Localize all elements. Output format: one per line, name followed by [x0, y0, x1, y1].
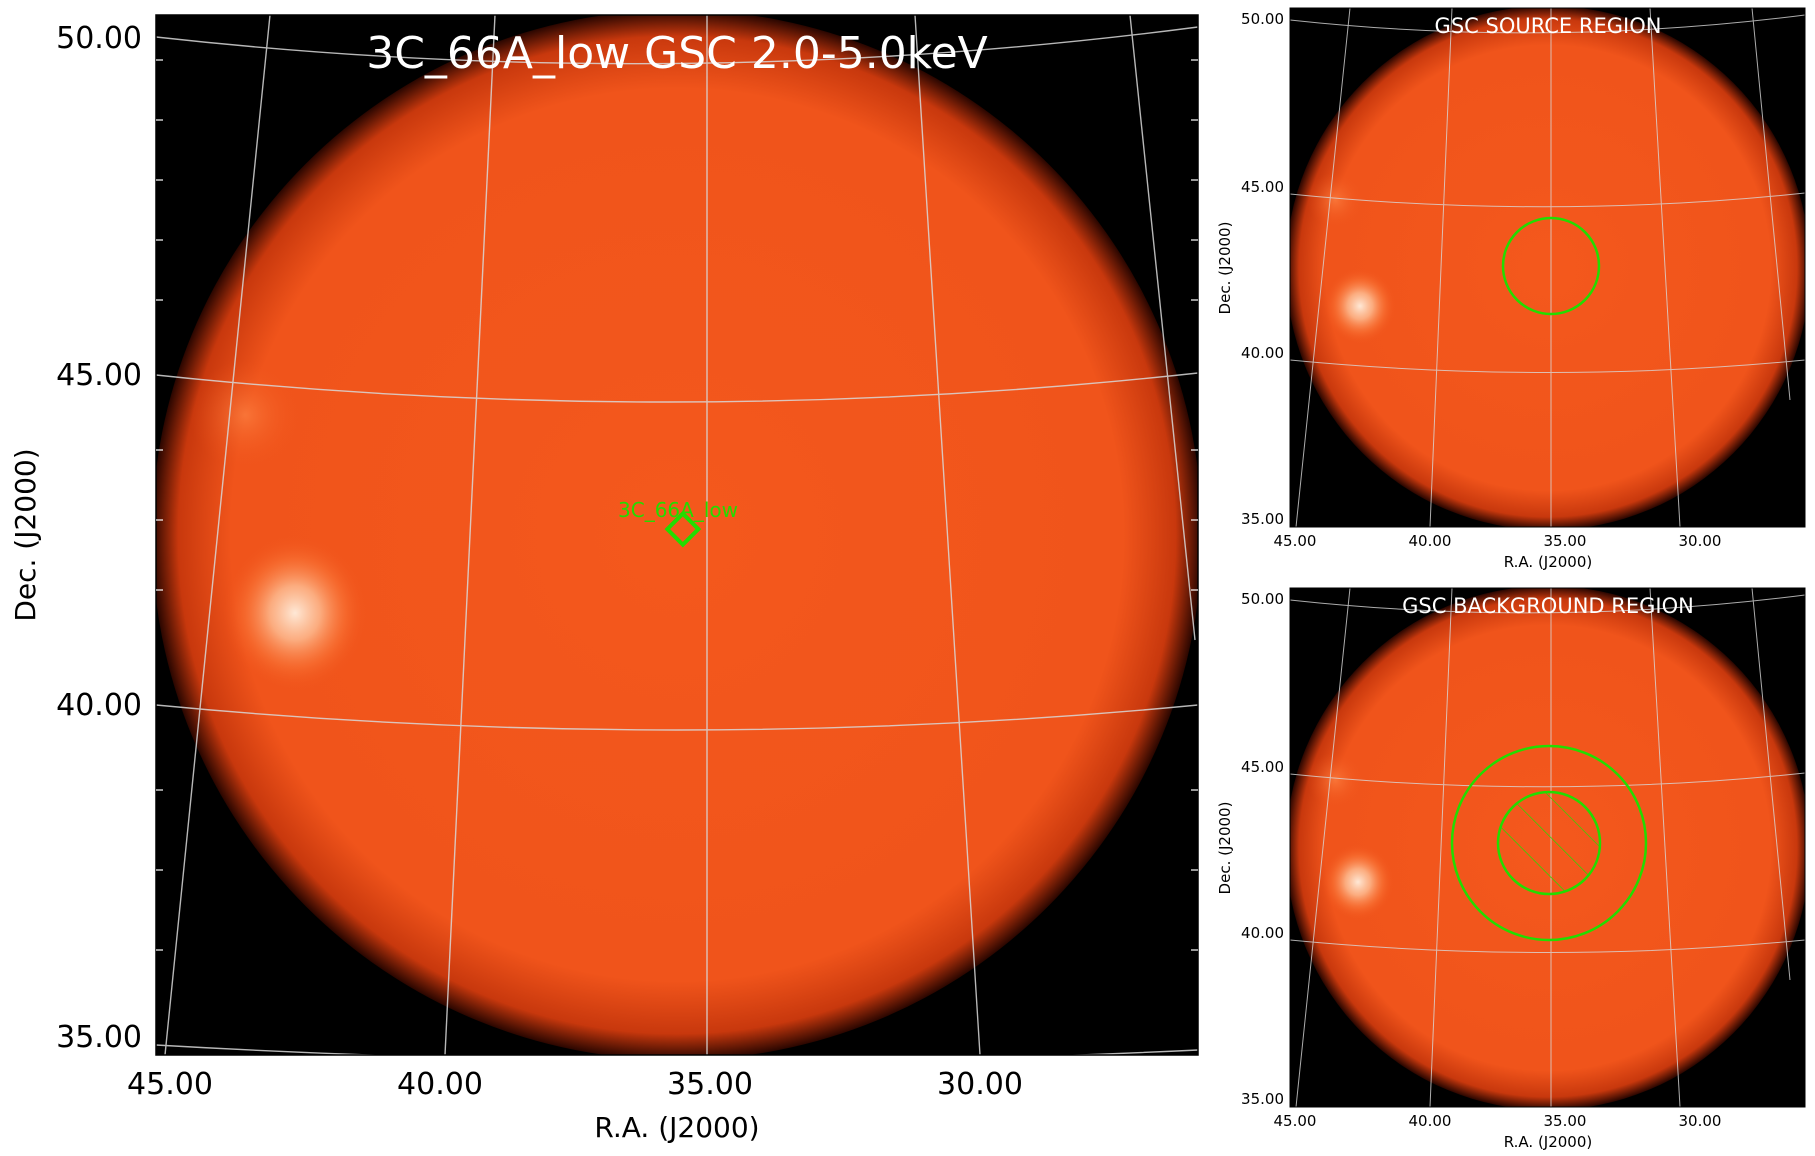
main-faint-source [190, 360, 300, 470]
source-label: 3C_66A_low [618, 498, 738, 522]
background-excluded-region [1496, 790, 1602, 896]
main-panel: 3C_66A_low 3C_66A_low GSC 2.0-5.0keV 50.… [9, 14, 1199, 1144]
background-ytick-35: 35.00 [1241, 1090, 1284, 1108]
source-ytick-35: 35.00 [1241, 510, 1284, 528]
source-region-panel: GSC SOURCE REGION 50.00 45.00 40.00 35.0… [1216, 7, 1806, 571]
main-bright-source [223, 535, 367, 691]
background-xtick-35: 35.00 [1544, 1112, 1587, 1130]
background-xtick-40: 40.00 [1409, 1112, 1452, 1130]
background-region-panel: GSC BACKGROUND REGION 50.00 45.00 40.00 … [1216, 587, 1806, 1151]
main-xtick-40: 40.00 [397, 1067, 483, 1102]
source-xtick-45: 45.00 [1274, 532, 1317, 550]
background-ylabel: Dec. (J2000) [1216, 802, 1234, 895]
main-ytick-50: 50.00 [56, 21, 142, 56]
background-xtick-45: 45.00 [1274, 1112, 1317, 1130]
source-ylabel: Dec. (J2000) [1216, 222, 1234, 315]
background-xlabel: R.A. (J2000) [1504, 1133, 1593, 1151]
background-panel-title: GSC BACKGROUND REGION [1402, 594, 1694, 618]
source-ytick-45: 45.00 [1241, 178, 1284, 196]
source-ytick-40: 40.00 [1241, 344, 1284, 362]
background-ytick-40: 40.00 [1241, 924, 1284, 942]
source-panel-title: GSC SOURCE REGION [1435, 14, 1662, 38]
background-ytick-50: 50.00 [1241, 590, 1284, 608]
main-disk [156, 15, 1198, 1055]
source-bright-blob [1324, 268, 1396, 344]
main-ytick-40: 40.00 [56, 688, 142, 723]
background-bright-blob [1322, 844, 1394, 920]
source-xtick-35: 35.00 [1544, 532, 1587, 550]
background-xtick-30: 30.00 [1679, 1112, 1722, 1130]
source-ytick-50: 50.00 [1241, 10, 1284, 28]
main-minor-ticks [156, 59, 1198, 951]
source-marker [664, 510, 702, 548]
main-ytick-35: 35.00 [56, 1020, 142, 1055]
background-outer-annulus [1450, 744, 1648, 942]
source-xlabel: R.A. (J2000) [1504, 553, 1593, 571]
main-coordinate-grid [156, 15, 1198, 1055]
main-ytick-45: 45.00 [56, 358, 142, 393]
main-xtick-30: 30.00 [937, 1067, 1023, 1102]
main-xtick-45: 45.00 [127, 1067, 213, 1102]
main-xlabel: R.A. (J2000) [594, 1111, 759, 1144]
background-ytick-45: 45.00 [1241, 758, 1284, 776]
source-region-circle [1501, 216, 1601, 316]
source-xtick-30: 30.00 [1679, 532, 1722, 550]
main-ylabel: Dec. (J2000) [9, 448, 42, 621]
main-title: 3C_66A_low GSC 2.0-5.0keV [366, 28, 988, 79]
source-xtick-40: 40.00 [1409, 532, 1452, 550]
source-disk [1290, 8, 1805, 527]
main-xtick-35: 35.00 [667, 1067, 753, 1102]
